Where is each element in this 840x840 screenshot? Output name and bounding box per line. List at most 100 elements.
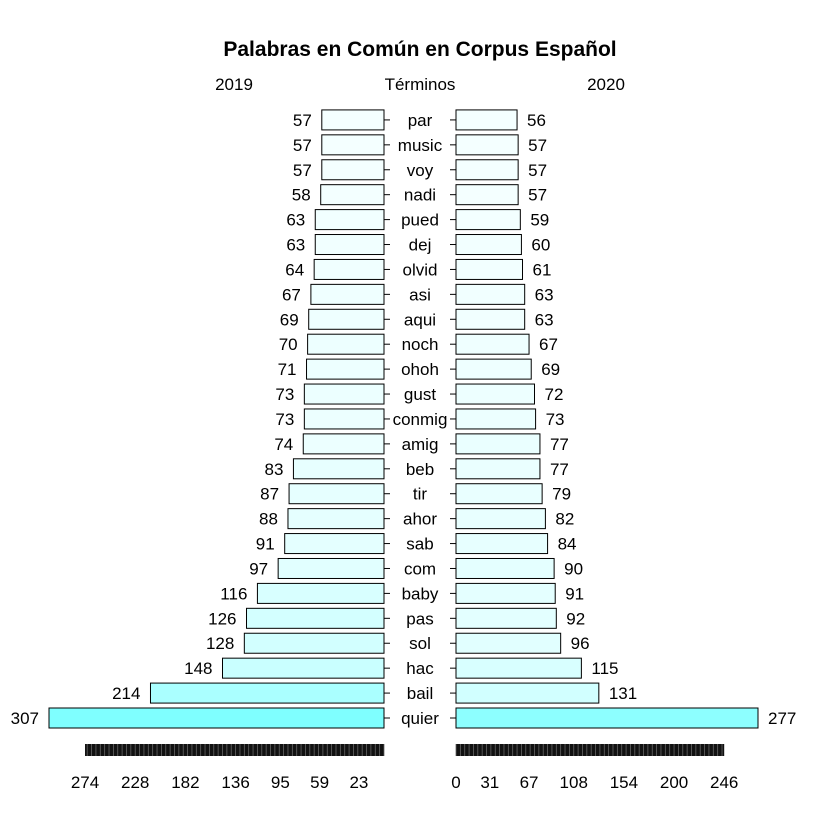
left-axis-tick-label: 95 — [271, 773, 290, 792]
right-bar-asi — [455, 283, 526, 305]
left-value-asi: 67 — [282, 285, 301, 304]
left-value-beb: 83 — [265, 460, 284, 479]
left-value-amig: 74 — [274, 435, 293, 454]
left-bar-par — [321, 109, 385, 131]
left-value-hac: 148 — [184, 659, 212, 678]
left-value-baby: 116 — [220, 584, 247, 603]
right-bar-par — [455, 109, 518, 131]
right-value-com: 90 — [564, 559, 583, 578]
left-value-aqui: 69 — [280, 310, 299, 329]
right-bar-bail — [455, 682, 600, 704]
left-bar-nadi — [320, 184, 385, 206]
right-bar-sab — [455, 533, 549, 555]
right-value-pued: 59 — [530, 211, 549, 230]
left-bar-gust — [303, 383, 385, 405]
left-axis-band — [85, 744, 385, 756]
left-bar-dej — [314, 234, 385, 256]
term-label-asi: asi — [409, 285, 431, 304]
term-label-aqui: aqui — [404, 310, 436, 329]
term-label-amig: amig — [402, 435, 439, 454]
right-value-voy: 57 — [528, 161, 547, 180]
term-label-bail: bail — [407, 684, 433, 703]
term-label-voy: voy — [407, 161, 434, 180]
left-bar-baby — [256, 582, 385, 604]
right-axis-tick-label: 31 — [480, 773, 499, 792]
left-value-tir: 87 — [260, 485, 279, 504]
left-value-sab: 91 — [256, 535, 275, 554]
right-value-sab: 84 — [558, 535, 577, 554]
right-value-dej: 60 — [531, 236, 550, 255]
right-axis-tick-label: 246 — [710, 773, 738, 792]
term-label-baby: baby — [402, 584, 439, 603]
left-axis-tick-label: 228 — [121, 773, 149, 792]
left-value-voy: 57 — [293, 161, 312, 180]
term-label-music: music — [398, 136, 443, 155]
center-label: Términos — [385, 75, 456, 94]
right-bar-sol — [455, 632, 562, 654]
left-bar-quier — [48, 707, 385, 729]
right-value-gust: 72 — [544, 385, 563, 404]
right-value-amig: 77 — [550, 435, 569, 454]
right-value-ohoh: 69 — [541, 360, 560, 379]
term-label-gust: gust — [404, 385, 436, 404]
left-bar-hac — [222, 657, 385, 679]
right-axis-tick-label: 67 — [520, 773, 539, 792]
right-axis-tick-label: 0 — [451, 773, 460, 792]
right-value-bail: 131 — [609, 684, 637, 703]
left-bar-aqui — [308, 308, 385, 330]
left-value-ahor: 88 — [259, 510, 278, 529]
term-label-pas: pas — [406, 609, 433, 628]
term-label-sab: sab — [406, 535, 433, 554]
term-label-ahor: ahor — [403, 510, 437, 529]
left-value-noch: 70 — [279, 335, 298, 354]
left-bar-bail — [149, 682, 385, 704]
right-value-hac: 115 — [591, 659, 618, 678]
left-axis-tick-label: 182 — [171, 773, 199, 792]
right-bar-ohoh — [455, 358, 532, 380]
left-axis-tick-label: 274 — [71, 773, 99, 792]
left-bar-sol — [243, 632, 385, 654]
left-value-par: 57 — [293, 111, 312, 130]
left-bar-olvid — [313, 258, 385, 280]
chart-title: Palabras en Común en Corpus Español — [223, 38, 616, 61]
right-value-pas: 92 — [566, 609, 585, 628]
left-bar-pued — [314, 209, 385, 231]
right-value-music: 57 — [528, 136, 547, 155]
right-value-ahor: 82 — [555, 510, 574, 529]
left-value-conmig: 73 — [275, 410, 294, 429]
right-bar-hac — [455, 657, 582, 679]
term-label-quier: quier — [401, 709, 439, 728]
term-label-par: par — [408, 111, 433, 130]
term-label-sol: sol — [409, 634, 431, 653]
left-value-pued: 63 — [286, 211, 305, 230]
term-label-nadi: nadi — [404, 186, 436, 205]
left-bar-conmig — [303, 408, 385, 430]
right-bar-ahor — [455, 508, 546, 530]
left-bar-pas — [246, 607, 385, 629]
right-bar-pued — [455, 209, 521, 231]
left-value-com: 97 — [249, 559, 268, 578]
right-axis-tick-label: 154 — [610, 773, 638, 792]
right-bar-dej — [455, 234, 522, 256]
term-label-com: com — [404, 559, 436, 578]
right-value-aqui: 63 — [535, 310, 554, 329]
left-axis-tick-label: 59 — [310, 773, 329, 792]
left-bar-voy — [321, 159, 385, 181]
left-series-label: 2019 — [215, 75, 253, 94]
left-bar-ohoh — [306, 358, 385, 380]
left-bar-noch — [307, 333, 385, 355]
term-label-hac: hac — [406, 659, 434, 678]
left-bar-tir — [288, 483, 385, 505]
right-bar-voy — [455, 159, 519, 181]
right-bar-music — [455, 134, 519, 156]
bars-group: 307 277 quier 214 131 bail 148 115 hac 128 96 sol 12… — [11, 109, 796, 729]
term-label-beb: beb — [406, 460, 434, 479]
right-bar-noch — [455, 333, 530, 355]
left-axis-tick-label: 136 — [221, 773, 249, 792]
axes-group: 274 228 182 136 95 59 23 0 31 67 108 154 200 246 — [71, 744, 738, 792]
left-value-nadi: 58 — [292, 186, 311, 205]
right-value-olvid: 61 — [533, 260, 552, 279]
left-bar-ahor — [287, 508, 385, 530]
right-value-nadi: 57 — [528, 186, 547, 205]
